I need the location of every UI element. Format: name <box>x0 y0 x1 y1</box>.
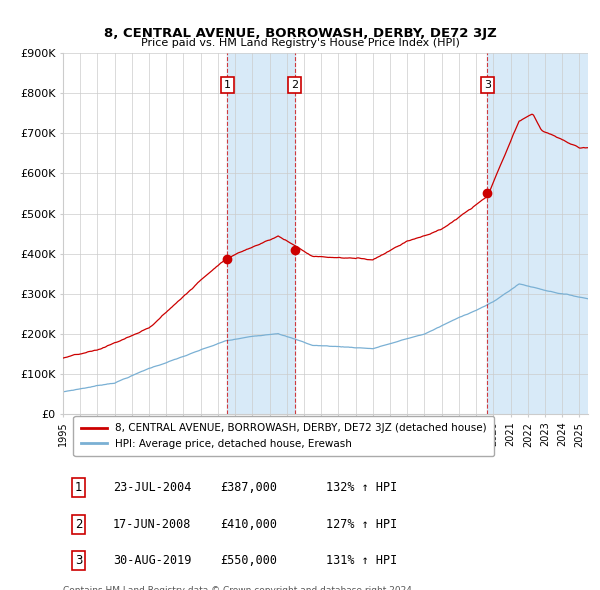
Text: Contains HM Land Registry data © Crown copyright and database right 2024.: Contains HM Land Registry data © Crown c… <box>63 586 415 590</box>
Text: 30-AUG-2019: 30-AUG-2019 <box>113 553 191 566</box>
Text: 132% ↑ HPI: 132% ↑ HPI <box>325 481 397 494</box>
Text: 127% ↑ HPI: 127% ↑ HPI <box>325 517 397 530</box>
Bar <box>227 53 295 414</box>
Text: 8, CENTRAL AVENUE, BORROWASH, DERBY, DE72 3JZ: 8, CENTRAL AVENUE, BORROWASH, DERBY, DE7… <box>104 27 496 40</box>
Text: 131% ↑ HPI: 131% ↑ HPI <box>325 553 397 566</box>
Text: £387,000: £387,000 <box>221 481 277 494</box>
Text: 1: 1 <box>224 80 231 90</box>
Text: 17-JUN-2008: 17-JUN-2008 <box>113 517 191 530</box>
Text: 1: 1 <box>75 481 83 494</box>
Text: 23-JUL-2004: 23-JUL-2004 <box>113 481 191 494</box>
Text: 3: 3 <box>75 553 82 566</box>
Text: 2: 2 <box>75 517 83 530</box>
Text: 3: 3 <box>484 80 491 90</box>
Legend: 8, CENTRAL AVENUE, BORROWASH, DERBY, DE72 3JZ (detached house), HPI: Average pri: 8, CENTRAL AVENUE, BORROWASH, DERBY, DE7… <box>73 416 494 456</box>
Text: £550,000: £550,000 <box>221 553 277 566</box>
Bar <box>487 53 600 414</box>
Text: Price paid vs. HM Land Registry's House Price Index (HPI): Price paid vs. HM Land Registry's House … <box>140 38 460 48</box>
Text: £410,000: £410,000 <box>221 517 277 530</box>
Text: 2: 2 <box>291 80 298 90</box>
